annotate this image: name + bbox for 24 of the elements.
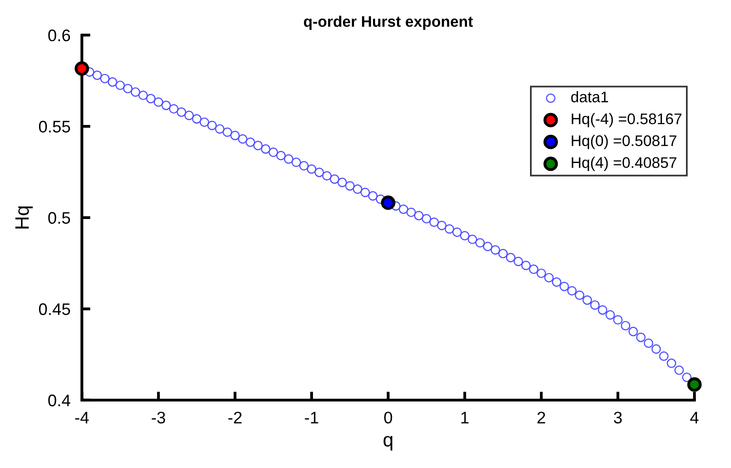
x-axis-title: q [384,436,392,450]
x-tick-label: -1 [304,412,318,424]
x-tick-label: -4 [75,412,89,424]
x-tick-label: 2 [538,412,546,424]
point [74,61,90,76]
x-tick-label: -3 [152,412,166,424]
chart-title: q-order Hurst exponent [304,16,473,30]
x-tick-label: 3 [614,412,622,424]
legend-label: Hq(-4) =0.58167 [572,113,682,128]
x-tick-label: 1 [461,412,469,424]
legend-label: Hq(0) =0.50817 [572,134,676,150]
x-tick-label: 4 [690,412,699,424]
point [380,196,396,210]
x-tick-label: -2 [228,412,242,424]
y-tick-label: 0.45 [38,303,70,316]
y-tick-label: 0.55 [38,120,70,133]
y-axis-title: Hq [15,206,33,228]
legend-label: Hq(4) =0.40857 [572,156,676,172]
y-tick-label: 0.6 [48,30,70,42]
legend-label: data1 [571,91,608,102]
x-tick-label: 0 [384,412,392,424]
y-tick-label: 0.4 [48,394,70,406]
point [687,377,702,392]
y-tick-label: 0.5 [48,212,70,224]
